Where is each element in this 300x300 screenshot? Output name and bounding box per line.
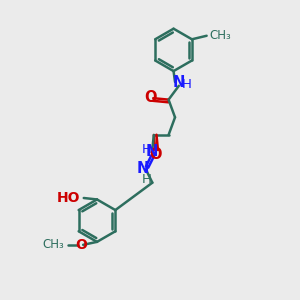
Text: O: O xyxy=(75,238,87,251)
Text: H: H xyxy=(181,78,191,91)
Text: HO: HO xyxy=(57,191,80,205)
Text: H: H xyxy=(142,172,152,186)
Text: H: H xyxy=(142,143,152,157)
Text: N: N xyxy=(136,161,148,176)
Text: CH₃: CH₃ xyxy=(210,29,231,42)
Text: O: O xyxy=(145,90,157,105)
Text: CH₃: CH₃ xyxy=(43,238,64,251)
Text: O: O xyxy=(149,147,162,162)
Text: N: N xyxy=(173,75,185,90)
Text: N: N xyxy=(146,144,158,159)
